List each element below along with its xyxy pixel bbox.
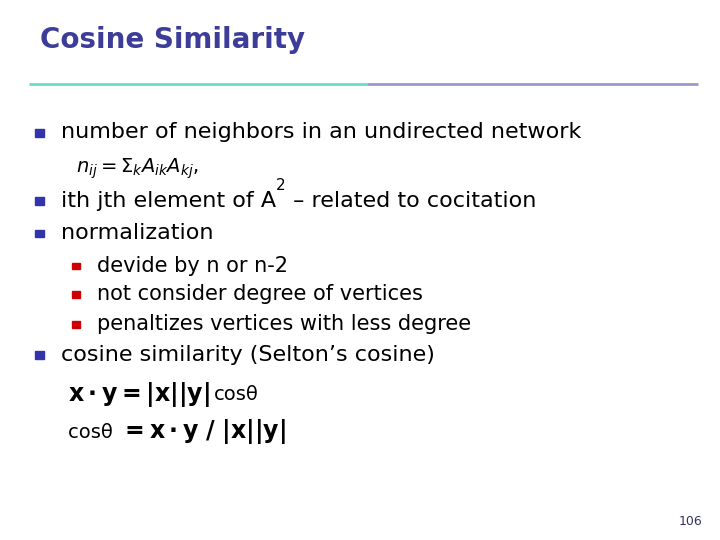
Text: 2: 2: [276, 178, 286, 193]
Text: $\mathbf{= x \cdot y \ / \ |x||y|}$: $\mathbf{= x \cdot y \ / \ |x||y|}$: [120, 417, 285, 447]
Bar: [72, 321, 79, 328]
Text: $n_{ij} = \Sigma_k A_{ik} A_{kj},$: $n_{ij} = \Sigma_k A_{ik} A_{kj},$: [76, 156, 199, 181]
Text: penaltizes vertices with less degree: penaltizes vertices with less degree: [97, 314, 472, 334]
Text: $\mathbf{x \cdot y = |x||y|}$: $\mathbf{x \cdot y = |x||y|}$: [68, 380, 210, 409]
Text: – related to cocitation: – related to cocitation: [286, 191, 536, 211]
Text: cosine similarity (Selton’s cosine): cosine similarity (Selton’s cosine): [61, 345, 435, 365]
Text: number of neighbors in an undirected network: number of neighbors in an undirected net…: [61, 122, 582, 143]
Bar: [72, 292, 79, 298]
Bar: [35, 198, 45, 205]
Text: normalization: normalization: [61, 223, 214, 244]
Text: ith jth element of A: ith jth element of A: [61, 191, 276, 211]
Bar: [35, 129, 45, 137]
Text: Cosine Similarity: Cosine Similarity: [40, 26, 305, 55]
Text: devide by n or n-2: devide by n or n-2: [97, 255, 288, 276]
Bar: [35, 230, 45, 238]
Text: not consider degree of vertices: not consider degree of vertices: [97, 284, 423, 305]
Text: 106: 106: [678, 515, 702, 528]
Bar: [35, 351, 45, 359]
Text: cosθ: cosθ: [214, 384, 259, 404]
Bar: [72, 263, 79, 269]
Text: cosθ: cosθ: [68, 422, 120, 442]
